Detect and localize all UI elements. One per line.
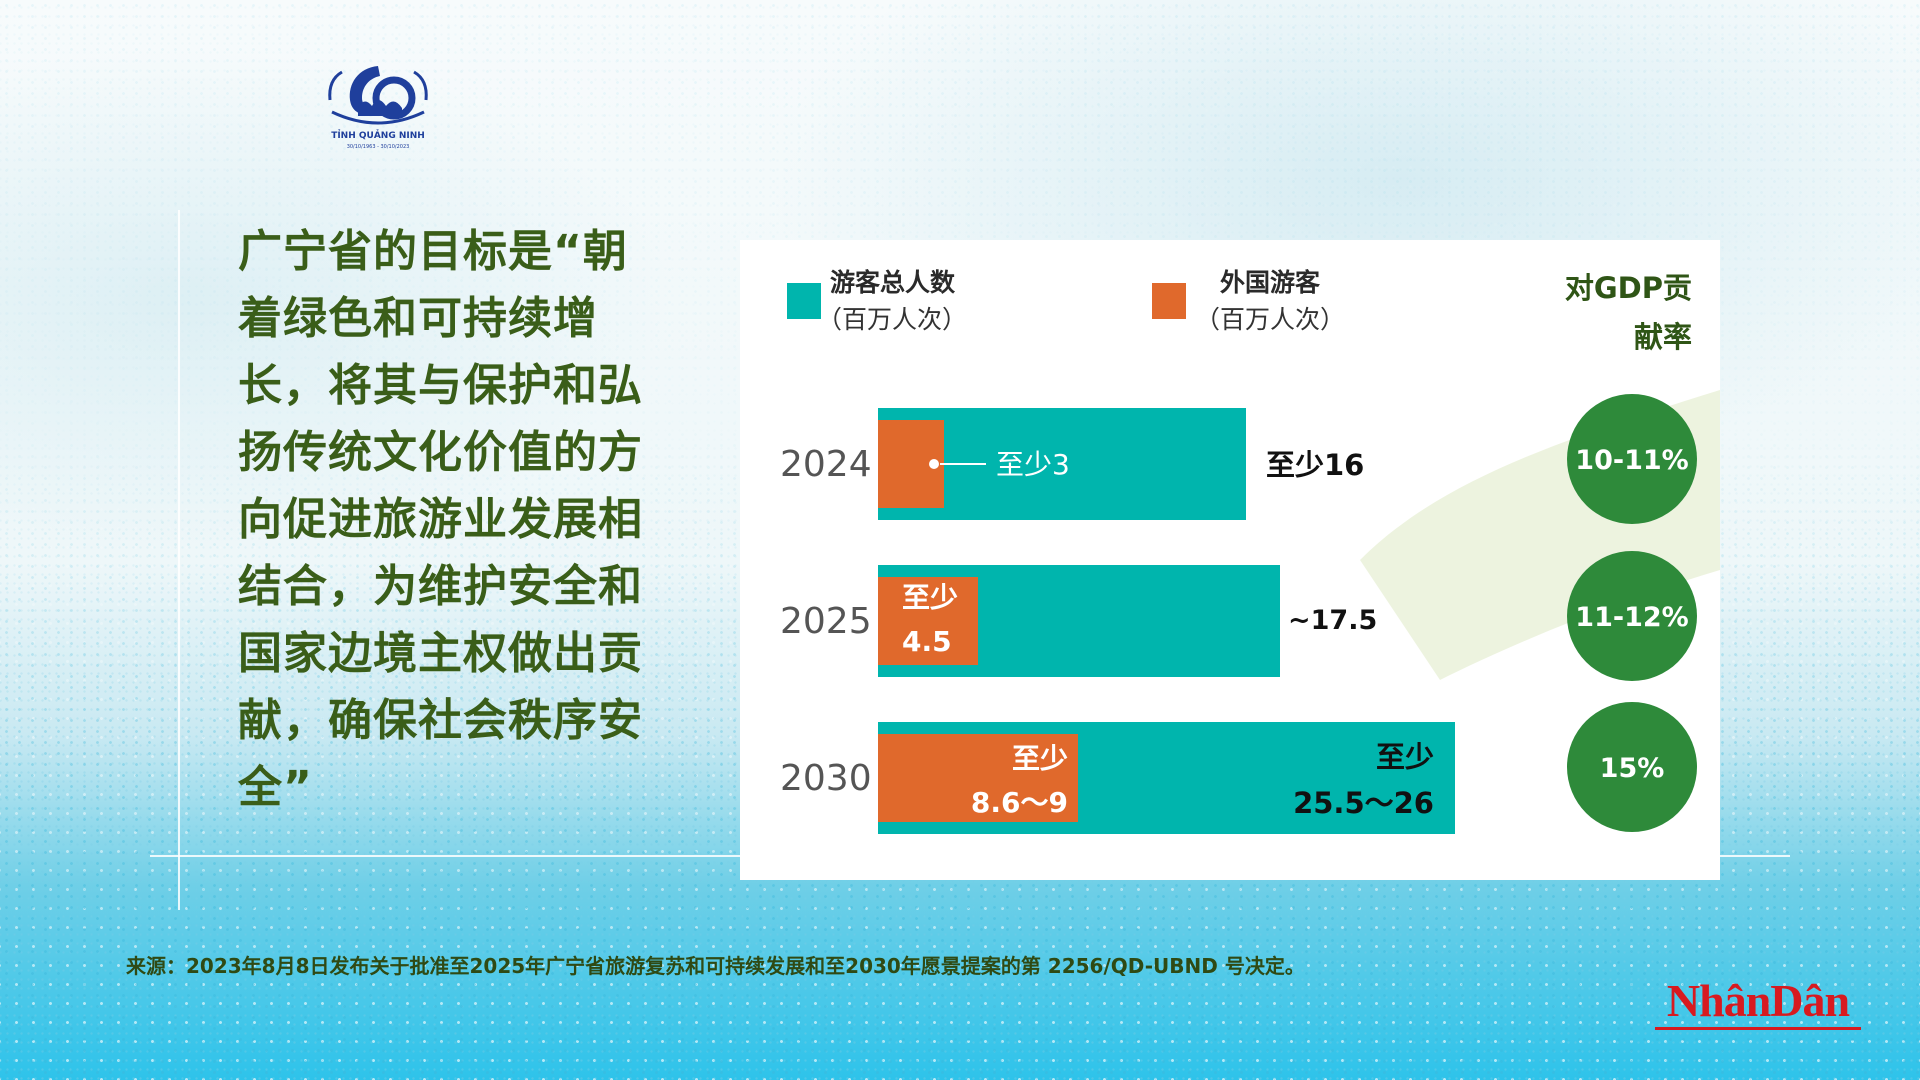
headline: 广宁省的目标是“朝着绿色和可持续增长，将其与保护和弘扬传统文化价值的方向促进旅游… bbox=[238, 226, 643, 813]
chart-panel: 2024 2025 2030 至少3 至少16 至少 4.5 ~17.5 至少 8.6～9 至少 25… bbox=[740, 240, 1720, 880]
source-note: 来源：2023年8月8日发布关于批准至2025年广宁省旅游复苏和可持续发展和至2… bbox=[126, 954, 1305, 978]
bar-chart: 2024 2025 2030 至少3 至少16 至少 4.5 ~17.5 至少 8.6～9 至少 25… bbox=[780, 390, 1720, 834]
bar-foreign-2030 bbox=[878, 734, 1078, 822]
brand-logo: NhânDân bbox=[1666, 975, 1850, 1026]
brand-underline bbox=[1655, 1027, 1861, 1030]
legend-title-total: 游客总人数 bbox=[830, 268, 956, 297]
gdp-value-2024: 10-11% bbox=[1575, 445, 1688, 476]
foreign-label-2024: 至少3 bbox=[996, 448, 1070, 481]
year-label-2025: 2025 bbox=[780, 601, 872, 642]
legend-swatch-total bbox=[787, 283, 821, 319]
gdp-value-2025: 11-12% bbox=[1575, 602, 1688, 633]
legend-unit-foreign: （百万人次） bbox=[1195, 305, 1346, 334]
foreign-label-2025: 至少 4.5 bbox=[902, 581, 958, 658]
bar-foreign-2025 bbox=[878, 577, 978, 665]
gdp-circle-2025 bbox=[1567, 551, 1697, 681]
gdp-value-2030: 15% bbox=[1600, 753, 1665, 784]
year-label-2024: 2024 bbox=[780, 444, 872, 485]
foreign-label-2030: 至少 8.6～9 bbox=[971, 742, 1068, 819]
legend-swatch-foreign bbox=[1152, 283, 1186, 319]
callout-dot-2024 bbox=[929, 459, 939, 469]
gdp-circle-2024 bbox=[1567, 394, 1697, 524]
total-label-2025: ~17.5 bbox=[1288, 605, 1377, 636]
gdp-share-title: 对GDP贡献率 bbox=[1564, 271, 1692, 354]
total-label-2024: 至少16 bbox=[1266, 448, 1364, 482]
year-label-2030: 2030 bbox=[780, 758, 872, 799]
anniversary-logo: TỈNH QUẢNG NINH 30/10/1963 - 30/10/2023 bbox=[318, 60, 438, 152]
legend-title-foreign: 外国游客 bbox=[1220, 268, 1321, 297]
anniversary-emblem-icon: TỈNH QUẢNG NINH 30/10/1963 - 30/10/2023 bbox=[328, 66, 428, 150]
logo-wordmark: TỈNH QUẢNG NINH bbox=[331, 129, 425, 141]
frame-line-vertical bbox=[178, 210, 180, 910]
total-label-2030: 至少 25.5～26 bbox=[1293, 740, 1434, 820]
gdp-circle-2030 bbox=[1567, 702, 1697, 832]
logo-dates: 30/10/1963 - 30/10/2023 bbox=[347, 144, 410, 150]
legend-unit-total: （百万人次） bbox=[817, 305, 968, 334]
